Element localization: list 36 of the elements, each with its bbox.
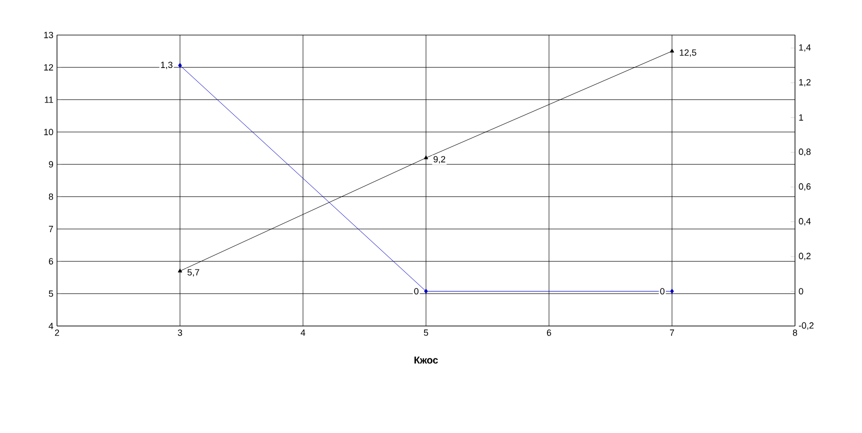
- point: [424, 155, 428, 160]
- y-tick-label: 13: [44, 32, 54, 38]
- y-tick-label: 8: [48, 193, 54, 200]
- y2-tick-label: 1: [799, 114, 804, 121]
- data-label: 1,3: [161, 62, 172, 70]
- y2-tick-label: 0,8: [798, 148, 811, 156]
- y2-tick-label: 0: [798, 288, 804, 294]
- data-label: 5,7: [188, 269, 200, 277]
- data-label: 0: [660, 288, 664, 294]
- x-tick-label: 2: [54, 330, 60, 336]
- y-tick-label: 9: [48, 161, 54, 168]
- y2-tick-label: 1,2: [799, 79, 811, 86]
- x-tick-label: 4: [300, 330, 306, 336]
- y2-tick-label: 0,4: [798, 218, 811, 226]
- y-tick-label: 4: [48, 322, 54, 330]
- data-label: 9,2: [434, 156, 446, 164]
- data-label: 12,5: [680, 49, 696, 57]
- x-tick-label: 3: [178, 330, 182, 336]
- y-tick-label: 6: [48, 258, 54, 265]
- x-tick-label: 7: [670, 330, 674, 336]
- point: [178, 268, 182, 272]
- y2-tick-label: 0,2: [798, 252, 811, 260]
- y-tick-label: 7: [48, 226, 54, 232]
- y-tick-label: 10: [44, 128, 54, 136]
- x-tick-label: 5: [424, 330, 428, 336]
- y-tick-label: 12: [44, 64, 54, 70]
- y-tick-label: 5: [48, 290, 54, 297]
- data-label: 0: [414, 288, 418, 294]
- x-tick-label: 6: [546, 330, 552, 336]
- x-tick-label: 8: [792, 330, 798, 336]
- y2-tick-label: 0,6: [798, 183, 811, 191]
- y-tick-label: 11: [44, 96, 54, 103]
- point: [670, 48, 674, 53]
- y2-tick-label: 1,4: [799, 44, 811, 52]
- x-axis-title: Кжос: [414, 356, 438, 364]
- y2-tick-label: -0,2: [798, 322, 814, 330]
